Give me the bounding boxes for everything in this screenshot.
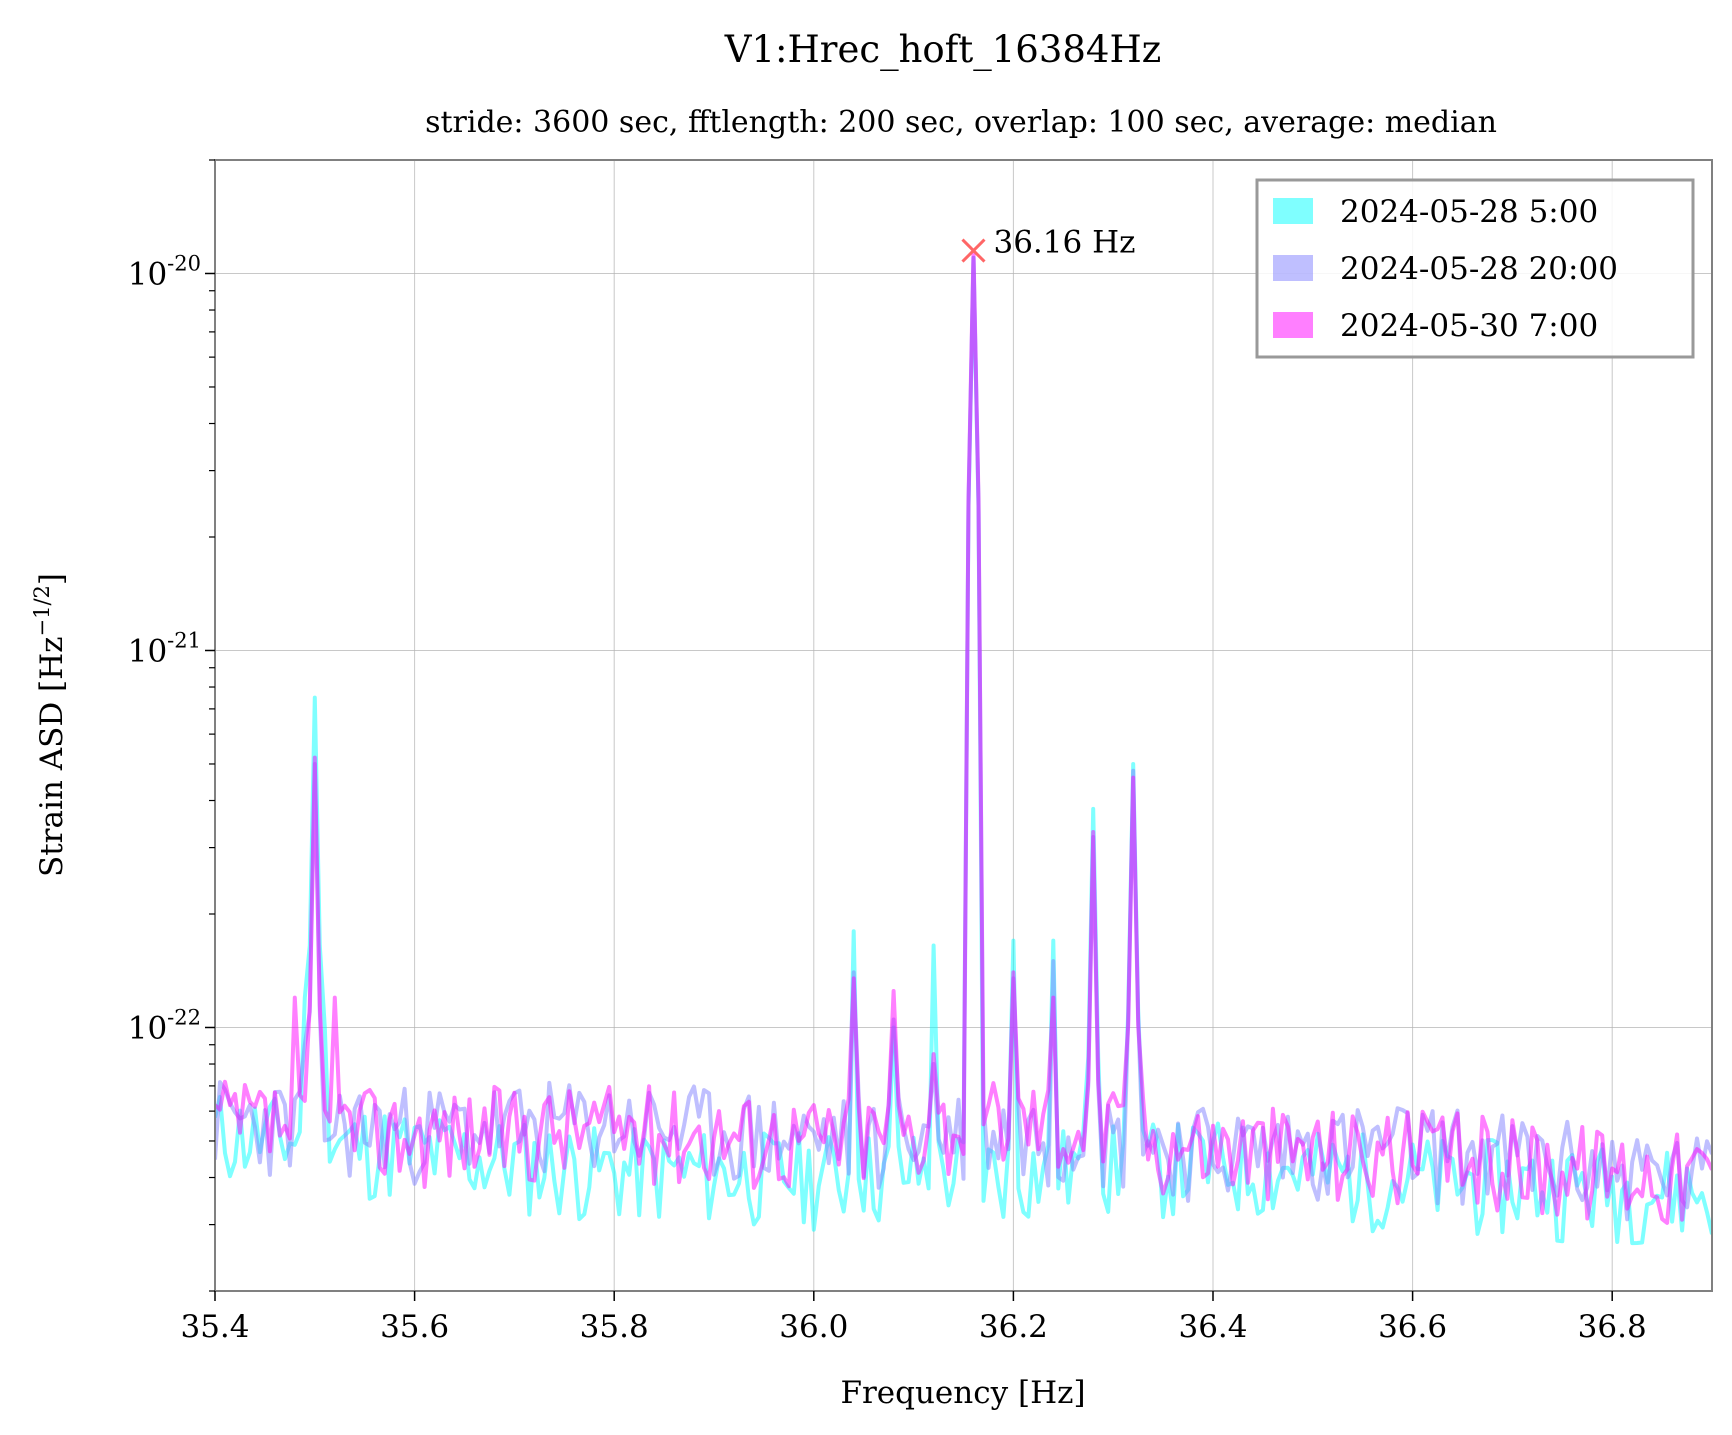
y-tick-label: 10-21 bbox=[128, 628, 201, 669]
series-line bbox=[215, 248, 1712, 1225]
x-axis-label: Frequency [Hz] bbox=[840, 1375, 1085, 1411]
legend-frame bbox=[1255, 178, 1695, 359]
series-lines bbox=[215, 248, 1712, 1246]
x-tick-label: 36.8 bbox=[1578, 1309, 1647, 1345]
y-axis-label: Strain ASD [Hz−1/2] bbox=[30, 573, 70, 877]
x-tick-label: 36.6 bbox=[1378, 1309, 1447, 1345]
y-axis-label-close: ] bbox=[34, 573, 70, 585]
y-axis-label-exponent: −1/2 bbox=[30, 585, 54, 636]
series-line bbox=[215, 255, 1712, 1222]
axis-ticks: 35.4 35.6 35.8 36.0 36.2 36.4 36.6 36.8 10-22 10-… bbox=[128, 159, 1647, 1345]
x-tick-label: 36.4 bbox=[1178, 1309, 1247, 1345]
peak-marker bbox=[961, 238, 986, 263]
legend-label: 2024-05-30 7:00 bbox=[1340, 308, 1598, 344]
y-tick-label: 10-20 bbox=[128, 251, 201, 292]
legend-swatch bbox=[1273, 255, 1313, 281]
legend-label: 2024-05-28 5:00 bbox=[1340, 194, 1598, 230]
peak-annotation: 36.16 Hz bbox=[961, 225, 1135, 263]
plot-frame bbox=[214, 159, 1713, 1292]
peak-label: 36.16 Hz bbox=[993, 225, 1135, 261]
chart-subtitle: stride: 3600 sec, fftlength: 200 sec, ov… bbox=[425, 105, 1497, 140]
legend-swatch bbox=[1273, 312, 1313, 338]
x-tick-label: 35.4 bbox=[180, 1309, 249, 1345]
x-tick-label: 36.0 bbox=[779, 1309, 848, 1345]
legend-swatch bbox=[1273, 198, 1313, 224]
legend: 2024-05-28 5:00 2024-05-28 20:00 2024-05-3… bbox=[1255, 178, 1695, 359]
y-axis-label-main: Strain ASD [Hz bbox=[34, 636, 70, 877]
x-tick-label: 35.6 bbox=[380, 1309, 449, 1345]
chart-title: V1:Hrec_hoft_16384Hz bbox=[724, 28, 1161, 72]
peak-marker-stroke bbox=[961, 238, 986, 263]
x-tick-label: 36.2 bbox=[979, 1309, 1048, 1345]
legend-label: 2024-05-28 20:00 bbox=[1340, 251, 1618, 287]
x-tick-label: 35.8 bbox=[580, 1309, 649, 1345]
y-tick-label: 10-22 bbox=[128, 1005, 201, 1046]
